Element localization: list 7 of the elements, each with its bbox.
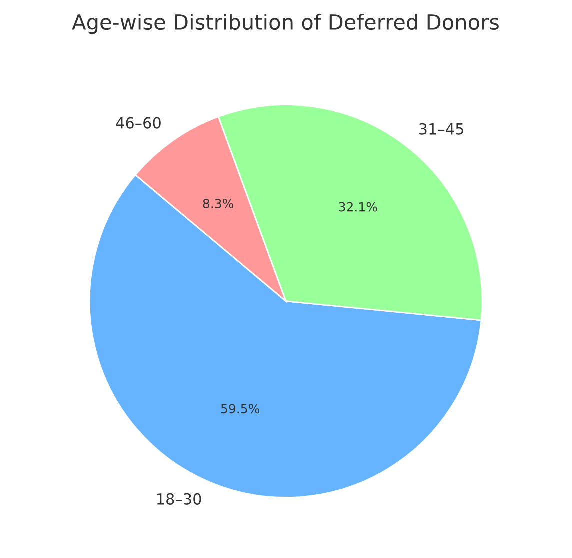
slice-label: 31–45 bbox=[419, 123, 464, 135]
slice-label: 18–30 bbox=[157, 493, 202, 505]
data-label: 59.5% bbox=[221, 404, 260, 414]
data-label: 8.3% bbox=[203, 199, 234, 208]
slice-label: 46–60 bbox=[116, 117, 161, 129]
data-label: 32.1% bbox=[339, 202, 378, 212]
chart-title: Age-wise Distribution of Deferred Donors bbox=[72, 14, 499, 34]
